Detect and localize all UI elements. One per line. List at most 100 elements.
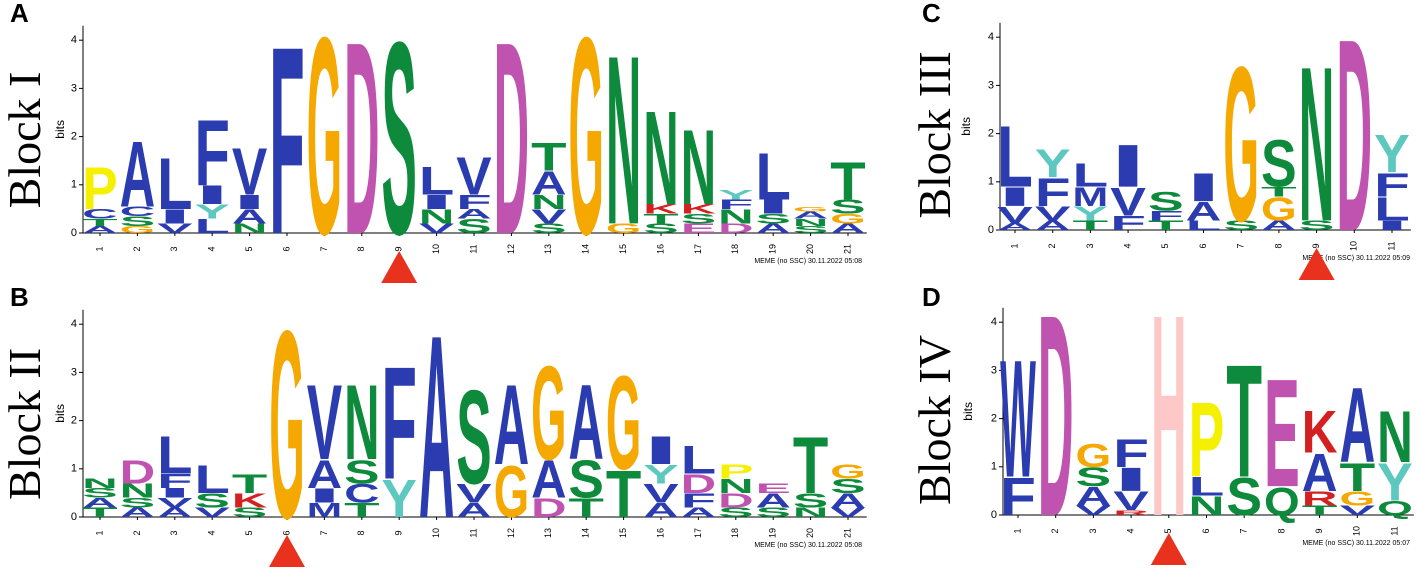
logo-letter: L [1186, 218, 1222, 233]
logo-letter: S [793, 224, 828, 235]
logo-letter: D [531, 493, 566, 523]
logo-letter: L [1374, 191, 1410, 228]
logo-letter: N [793, 217, 828, 228]
logo-letter: F [1113, 430, 1149, 476]
logo-letter: A [1339, 365, 1375, 485]
logo-letter: N [344, 362, 379, 482]
logo-letter: V [1113, 486, 1149, 516]
logo-letter: A [531, 165, 566, 202]
logo-letter: T [344, 499, 380, 521]
x-tick-label: 4 [1122, 243, 1132, 248]
logo-letter: Q [1377, 497, 1413, 519]
x-tick-label: 10 [1352, 526, 1362, 536]
logo-letter: G [793, 205, 828, 213]
x-tick-label: 10 [431, 244, 441, 254]
logo-letter: S [232, 505, 267, 520]
y-axis-label: bits [53, 404, 67, 423]
logo-letter: F [157, 470, 192, 492]
logo-letter: L [195, 215, 230, 237]
x-tick-label: 18 [730, 528, 740, 538]
logo-letter: S [1223, 218, 1259, 233]
logo-letter: T [1226, 332, 1262, 511]
logo-letter: G [1339, 488, 1375, 510]
logo-letter: N [1377, 397, 1413, 478]
logo-letter: S [1076, 462, 1112, 492]
logo-letter: T [1302, 503, 1338, 518]
logo-letter: I [1186, 164, 1222, 210]
logo-letter: F [1148, 208, 1184, 223]
x-tick-label: 18 [730, 244, 740, 254]
x-tick-label: 3 [1088, 528, 1098, 533]
x-tick-label: 7 [1239, 528, 1249, 533]
logo-letter: S [718, 505, 753, 520]
y-tick-label: 4 [71, 34, 77, 46]
logo-letter: D [681, 468, 716, 498]
logo-letter: Y [382, 470, 417, 530]
y-tick-label: 2 [988, 128, 994, 140]
logo-letter: I [756, 196, 791, 218]
logo-letter: F [456, 191, 491, 213]
logo-letter: W [1000, 326, 1036, 513]
panel-label: D [922, 282, 941, 312]
logo-letter: A [1035, 218, 1071, 233]
logo-letter: S [681, 211, 716, 226]
logo-letter: I [157, 206, 192, 228]
logo-letter: A [1302, 444, 1338, 503]
x-tick-label: 3 [1085, 243, 1095, 248]
logo-letter: F [195, 100, 230, 205]
y-tick-label: 3 [71, 366, 77, 378]
logo-letter: G [120, 224, 155, 235]
logo-letter: D [718, 490, 753, 512]
logo-letter: D [718, 221, 753, 236]
logo-letter: T [1339, 454, 1375, 500]
logo-letter: D [344, 0, 379, 291]
y-axis-label: bits [961, 402, 975, 421]
x-tick-label: 10 [1349, 241, 1359, 251]
marker-triangle [381, 251, 418, 283]
logo-letter: I [419, 191, 454, 213]
x-tick-label: 9 [1311, 243, 1321, 248]
x-tick-label: 11 [1389, 526, 1399, 535]
x-tick-label: 6 [281, 530, 291, 535]
x-tick-label: 13 [543, 528, 553, 538]
x-tick-label: 5 [1160, 243, 1170, 248]
logo-letter: V [1110, 179, 1146, 225]
logo-letter: N [419, 206, 454, 228]
x-tick-label: 20 [805, 244, 815, 254]
block-title: Block II [0, 348, 50, 500]
logo-letter: T [643, 211, 679, 226]
x-tick-label: 14 [581, 528, 591, 538]
x-tick-label: 2 [1047, 243, 1057, 248]
logo-letter: V [456, 147, 492, 207]
logo-letter: S [1299, 218, 1335, 233]
logo-letter: N [82, 476, 117, 491]
y-tick-label: 2 [71, 131, 77, 143]
logo-letter: C [344, 478, 379, 508]
logo-letter: A [494, 361, 529, 489]
logo-letter: K [681, 202, 717, 217]
x-tick-label: 13 [543, 244, 553, 254]
y-tick-label: 1 [71, 179, 77, 191]
x-tick-label: 3 [169, 246, 179, 251]
logo-letter: A [1261, 218, 1297, 233]
x-tick-label: 7 [319, 530, 329, 535]
panel-label: A [10, 0, 29, 28]
logo-letter: Y [1377, 453, 1413, 512]
logo-letter: V [157, 495, 193, 510]
logo-letter: S [456, 215, 491, 237]
logo-letter: T [232, 468, 268, 498]
logo-letter: S [1148, 186, 1184, 216]
logo-letter: N [681, 107, 716, 227]
logo-letter: Y [1374, 125, 1410, 184]
logo-letter: N [718, 475, 753, 497]
logo-letter: T [1148, 218, 1184, 233]
block-title: Block III [909, 51, 960, 218]
footer-note: MEME (no SSC) 30.11.2022 05:07 [1302, 540, 1410, 547]
logo-letter: V [643, 478, 678, 508]
logo-letter: A [120, 505, 155, 520]
logo-letter: S [793, 490, 828, 512]
y-tick-label: 1 [71, 463, 77, 475]
logo-letter: N [1299, 21, 1335, 268]
logo-letter: A [830, 490, 865, 512]
logo-letter: F [1035, 169, 1071, 215]
